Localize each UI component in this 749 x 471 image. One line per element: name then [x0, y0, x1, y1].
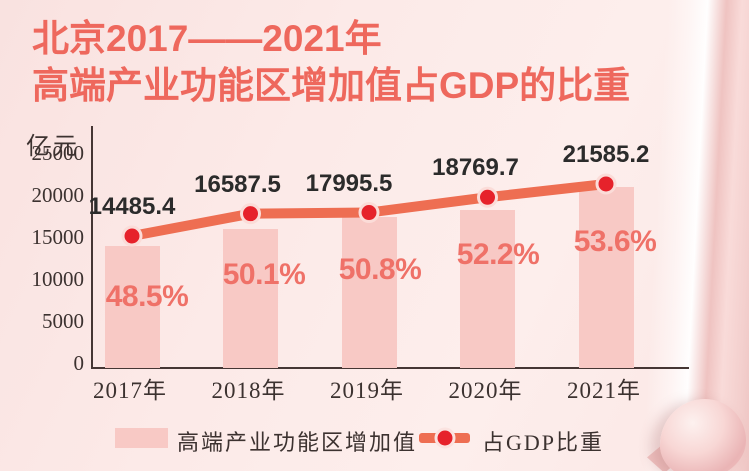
- legend-bar-label: 高端产业功能区增加值: [177, 430, 418, 455]
- y-tick-label: 20000: [31, 183, 85, 207]
- value-label: 14485.4: [88, 193, 176, 220]
- bar: [341, 216, 397, 368]
- y-axis-line: [91, 126, 93, 368]
- bar: [460, 210, 515, 368]
- chart-title: 北京2017——2021年 高端产业功能区增加值占GDP的比重: [32, 16, 630, 110]
- percent-label: 50.8%: [338, 253, 422, 286]
- bar: [104, 246, 160, 368]
- value-label: 18769.7: [432, 154, 519, 182]
- y-tick-label: 25000: [31, 141, 85, 165]
- percent-label: 48.5%: [105, 280, 189, 313]
- bar: [578, 186, 634, 368]
- x-axis-line: [91, 367, 689, 369]
- y-axis-unit-label: 亿元: [26, 134, 80, 160]
- y-tick-label: 0: [73, 351, 85, 375]
- legend-bar-swatch: [115, 428, 168, 448]
- y-tick-label: 15000: [31, 225, 85, 249]
- percent-label: 52.2%: [456, 238, 540, 271]
- value-label: 17995.5: [305, 169, 393, 197]
- legend-line-dot-icon: [434, 427, 455, 449]
- x-tick-label: 2017年: [93, 378, 167, 403]
- data-point-dot: [121, 225, 143, 247]
- value-label: 21585.2: [562, 140, 650, 168]
- y-tick-label: 10000: [31, 267, 85, 291]
- percent-label: 53.6%: [573, 225, 657, 258]
- value-label: 16587.5: [194, 170, 281, 198]
- data-point-dot: [477, 186, 498, 208]
- x-tick-label: 2021年: [567, 378, 641, 403]
- x-tick-label: 2018年: [211, 378, 286, 403]
- data-point-dot: [240, 203, 261, 225]
- x-tick-label: 2020年: [448, 378, 523, 403]
- bar: [223, 228, 278, 368]
- x-tick-label: 2019年: [330, 378, 404, 403]
- chart-title-line1: 北京2017——2021年: [32, 18, 382, 59]
- legend-line-swatch: [419, 427, 470, 449]
- page-curl-roll: [660, 399, 746, 471]
- y-tick-label: 5000: [42, 309, 84, 333]
- percent-label: 50.1%: [222, 258, 306, 291]
- chart-title-line2: 高端产业功能区增加值占GDP的比重: [32, 64, 631, 106]
- page-curl-fold: [617, 0, 749, 471]
- legend-line-label: 占GDP比重: [482, 430, 605, 455]
